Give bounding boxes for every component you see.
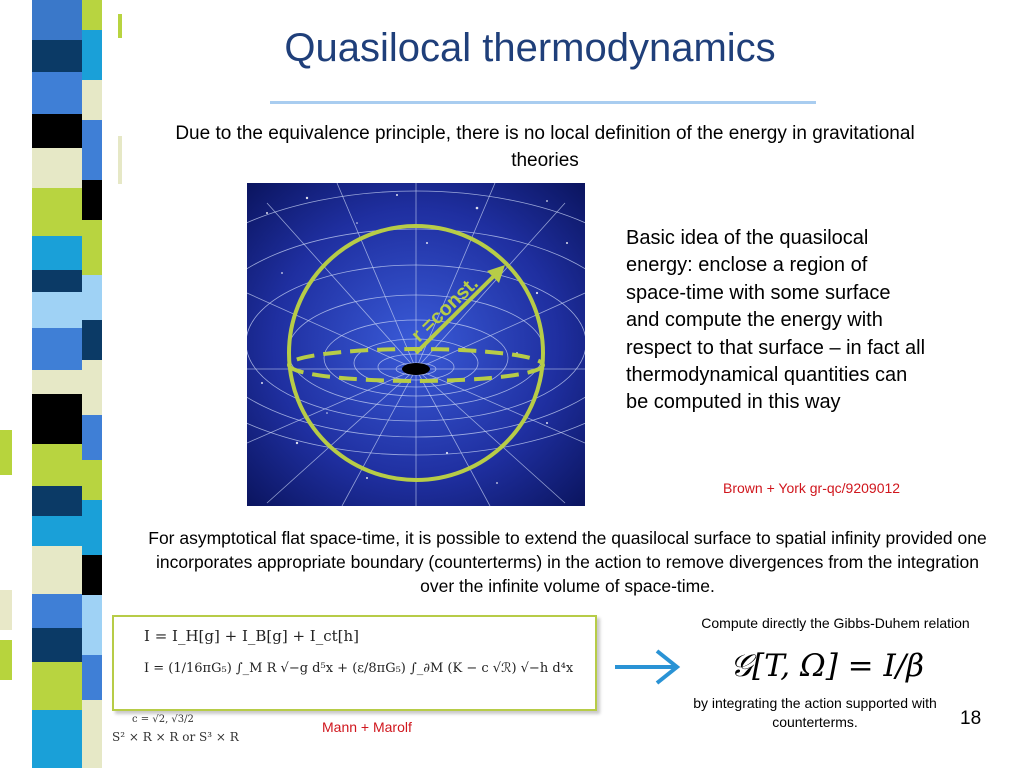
action-equation-2: I = (1/16πG₅) ∫_M R √−g d⁵x + (ε/8πG₅) ∫… (144, 661, 574, 676)
basic-idea-text: Basic idea of the quasilocal energy: enc… (626, 227, 926, 414)
c-values: c = √2, √3/2 (132, 714, 194, 725)
gibbs-relation: 𝒢[T, Ω] = I/β (730, 648, 925, 684)
gibbs-duhem-subtext: by integrating the action supported with… (693, 695, 937, 730)
brown-york-reference: Brown + York gr-qc/9209012 (723, 480, 901, 496)
intro-text: Due to the equivalence principle, there … (175, 123, 915, 171)
asymptotic-text: For asymptotical flat space-time, it is … (148, 528, 987, 596)
page-number: 18 (960, 708, 982, 729)
action-equation-1: I = I_H[g] + I_B[g] + I_ct[h] (144, 627, 360, 645)
right-arrow-icon (615, 649, 681, 685)
decorative-side-strip (0, 0, 122, 768)
gibbs-duhem-title: Compute directly the Gibbs-Duhem relatio… (701, 615, 970, 631)
mann-marolf-reference: Mann + Marolf (322, 719, 412, 735)
action-equations-box: I = I_H[g] + I_B[g] + I_ct[h] I = (1/16π… (112, 615, 597, 711)
spacetime-figure: r =const. (247, 183, 585, 506)
title-underline (270, 101, 816, 104)
topologies: S² × R × R or S³ × R (112, 730, 239, 744)
slide-title: Quasilocal thermodynamics (284, 26, 776, 70)
